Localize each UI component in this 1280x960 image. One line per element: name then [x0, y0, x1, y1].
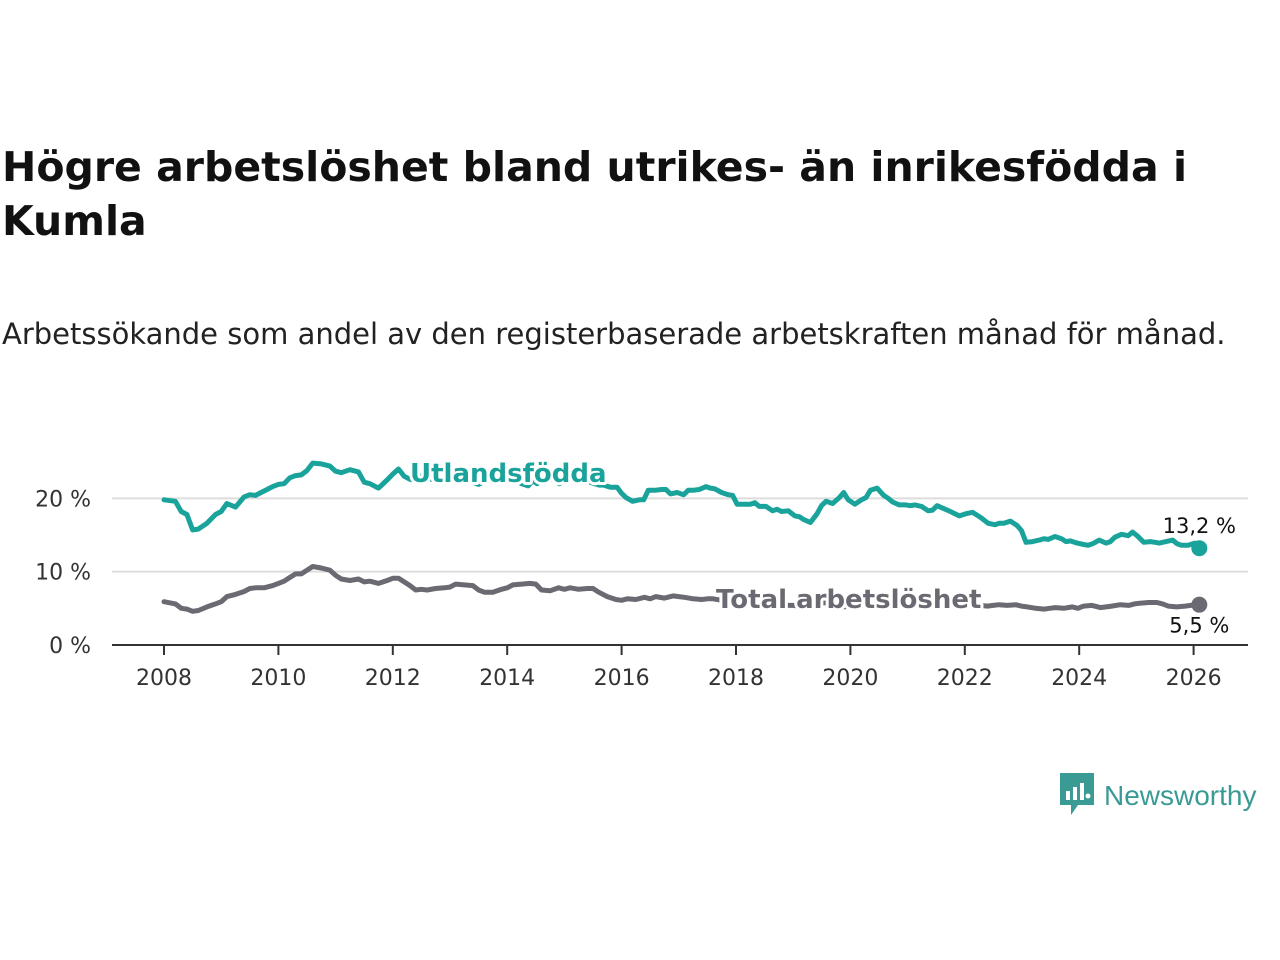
x-tick-label: 2022: [937, 666, 993, 691]
brand: Newsworthy: [1058, 772, 1256, 820]
y-tick-label: 10 %: [35, 561, 91, 586]
x-tick-label: 2014: [479, 666, 535, 691]
y-tick-label: 0 %: [49, 634, 91, 659]
y-tick-label: 20 %: [35, 487, 91, 512]
newsworthy-logo-icon: [1058, 771, 1096, 821]
series-label-total: Total arbetslöshet: [716, 585, 981, 615]
end-label-total: 5,5 %: [1169, 614, 1229, 638]
x-tick-label: 2016: [594, 666, 650, 691]
series-line-total: [161, 564, 848, 614]
x-tick-label: 2012: [365, 666, 421, 691]
x-tick-label: 2010: [250, 666, 306, 691]
x-tick-label: 2026: [1166, 666, 1222, 691]
x-tick-label: 2018: [708, 666, 764, 691]
line-chart: 0 % 10 % 20 % 2008 2010 2012 2014 2016 2018 2020 2…: [35, 456, 1248, 691]
end-marker-utlandsfodda: [1191, 540, 1208, 557]
series-line-total: [976, 600, 1202, 612]
chart-title: Högre arbetslöshet bland utrikes- än inr…: [2, 143, 1187, 245]
x-tick-label: 2020: [822, 666, 878, 691]
x-tick-label: 2024: [1051, 666, 1107, 691]
x-tick-label: 2008: [136, 666, 192, 691]
series-label-utlandsfodda: Utlandsfödda: [410, 459, 607, 489]
brand-name: Newsworthy: [1104, 780, 1257, 811]
chart-subtitle: Arbetssökande som andel av den registerb…: [2, 317, 1226, 351]
series-line-utlandsfodda: [161, 460, 487, 533]
end-marker-total: [1191, 596, 1208, 613]
series-line-utlandsfodda: [519, 474, 1202, 551]
end-label-utlandsfodda: 13,2 %: [1163, 514, 1236, 538]
